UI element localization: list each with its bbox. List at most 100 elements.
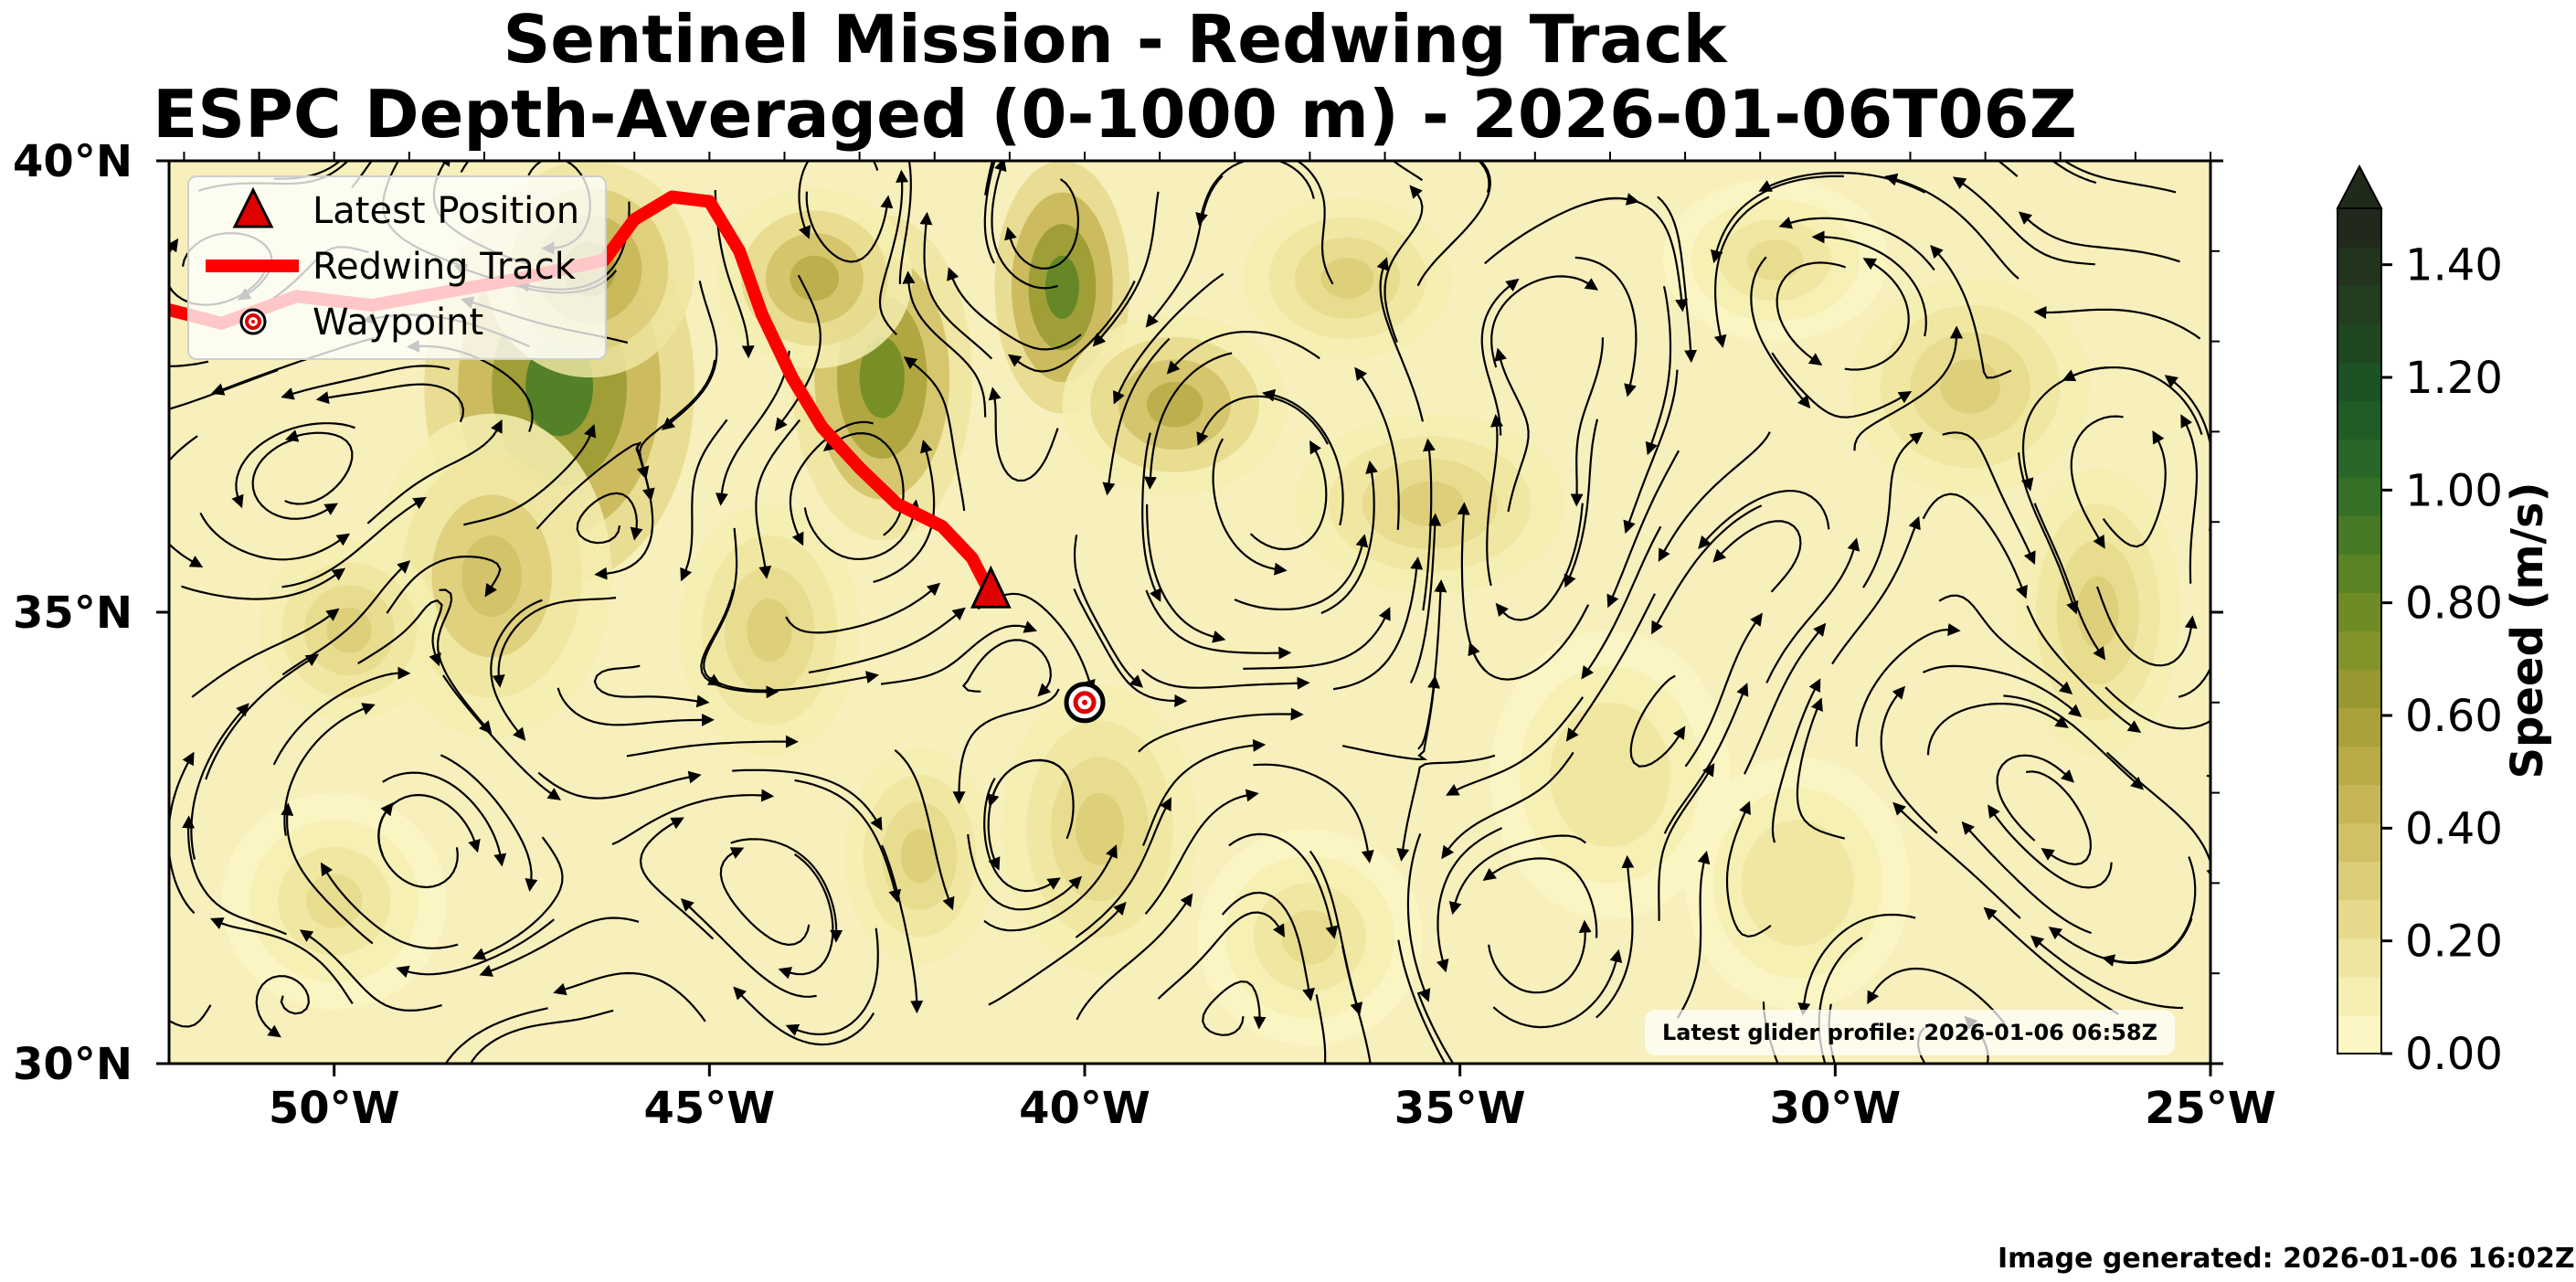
streamline xyxy=(1867,967,2006,1025)
streamline xyxy=(169,1004,212,1028)
streamline xyxy=(880,620,1037,685)
streamline xyxy=(1376,257,1425,422)
streamline xyxy=(1996,754,2074,842)
colorbar-tick-label: 0.60 xyxy=(2405,691,2503,742)
speed-contour xyxy=(305,874,363,928)
line-icon xyxy=(206,260,299,272)
streamline xyxy=(1422,438,1436,611)
speed-contour xyxy=(1746,239,1804,281)
streamline xyxy=(2048,917,2193,964)
streamline xyxy=(719,847,811,947)
speed-contour xyxy=(790,255,840,302)
streamline xyxy=(1778,217,1935,271)
streamline xyxy=(894,748,955,911)
streamline xyxy=(199,512,351,561)
streamline xyxy=(169,360,209,367)
streamline xyxy=(2018,211,2180,263)
streamline xyxy=(805,191,894,263)
colorbar-block xyxy=(2337,362,2381,401)
colorbar-tick-label: 1.20 xyxy=(2405,353,2503,404)
streamline xyxy=(1073,535,1143,688)
colorbar-ticks: 0.00 0.20 0.40 0.60 0.80 1.00 1.20 1.40 xyxy=(2381,240,2503,1080)
streamline xyxy=(1468,604,1590,681)
colorbar-tick-label: 0.40 xyxy=(2405,803,2503,854)
streamline xyxy=(1397,939,1447,1064)
generated-timestamp: Image generated: 2026-01-06 16:02Z xyxy=(1998,1243,2575,1275)
legend-item-latest-position[interactable]: Latest Position xyxy=(189,185,605,236)
streamline xyxy=(231,422,355,509)
streamline xyxy=(1417,579,1447,750)
streamline xyxy=(320,862,459,949)
speed-contour xyxy=(1281,910,1339,965)
streamline xyxy=(1141,432,1161,602)
streamline xyxy=(902,270,987,418)
streamline xyxy=(1771,352,1913,419)
streamline xyxy=(396,918,555,979)
colorbar-block xyxy=(2337,784,2381,824)
colorbar-tick-label: 0.80 xyxy=(2405,578,2503,630)
streamline xyxy=(1771,678,1821,843)
colorbar-block xyxy=(2337,208,2381,248)
streamline xyxy=(272,666,411,766)
colorbar-block xyxy=(2337,822,2381,863)
streamline xyxy=(1295,161,1334,285)
streamline xyxy=(299,929,442,1012)
streamline xyxy=(1776,261,1846,366)
streamline xyxy=(2178,665,2210,698)
legend-item-waypoint[interactable]: Waypoint xyxy=(189,296,605,347)
streamline xyxy=(709,671,879,692)
streamline xyxy=(1261,388,1344,526)
streamline xyxy=(1075,797,1171,938)
streamline xyxy=(898,161,912,284)
lon-tick-label: 25°W xyxy=(2145,1083,2276,1134)
streamline xyxy=(1315,994,1327,1064)
streamline xyxy=(991,161,1058,290)
latest-position-marker[interactable] xyxy=(970,565,1012,609)
colorbar-tick-label: 1.00 xyxy=(2405,465,2503,516)
streamline xyxy=(1146,503,1226,643)
streamline xyxy=(553,971,706,1022)
streamline xyxy=(638,359,716,502)
colorbar-block xyxy=(2337,746,2381,786)
streamline xyxy=(703,527,738,686)
streamline xyxy=(1744,622,1827,775)
streamline xyxy=(1591,196,1689,313)
streamline xyxy=(680,419,728,582)
streamline xyxy=(1391,161,1424,182)
streamline xyxy=(2033,306,2201,340)
streamline xyxy=(2164,375,2210,532)
streamline xyxy=(1144,789,1259,915)
streamline xyxy=(1651,504,1763,635)
streamline xyxy=(700,588,779,699)
streamline xyxy=(490,599,543,741)
colorbar-block xyxy=(2337,630,2381,671)
legend-item-redwing-track[interactable]: Redwing Track xyxy=(189,240,605,291)
streamline xyxy=(1750,256,1811,409)
colorbar-tick-label: 1.40 xyxy=(2405,240,2503,291)
streamline xyxy=(537,770,702,800)
streamline xyxy=(1676,850,1711,1019)
streamline xyxy=(1480,278,1520,436)
streamline xyxy=(1725,800,1772,938)
streamline xyxy=(1202,980,1267,1036)
streamline xyxy=(440,754,538,892)
streamline xyxy=(1831,515,1921,665)
waypoint-marker[interactable] xyxy=(1064,682,1106,724)
streamline xyxy=(1409,513,1442,683)
streamline xyxy=(469,1009,614,1064)
streamline xyxy=(181,567,346,600)
colorbar-tick-label: 0.20 xyxy=(2405,916,2503,968)
streamline xyxy=(881,844,924,1014)
streamline xyxy=(1112,272,1224,405)
streamline xyxy=(1102,337,1171,496)
streamline xyxy=(281,802,374,945)
streamline xyxy=(1698,490,1830,549)
streamline xyxy=(1341,946,1372,1064)
speed-contour xyxy=(900,829,938,884)
streamline xyxy=(1797,913,1916,1016)
streamline xyxy=(1141,738,1267,846)
streamline xyxy=(1396,754,1496,862)
streamline xyxy=(1645,285,1672,456)
streamline xyxy=(366,419,503,524)
streamline xyxy=(1926,703,2069,756)
